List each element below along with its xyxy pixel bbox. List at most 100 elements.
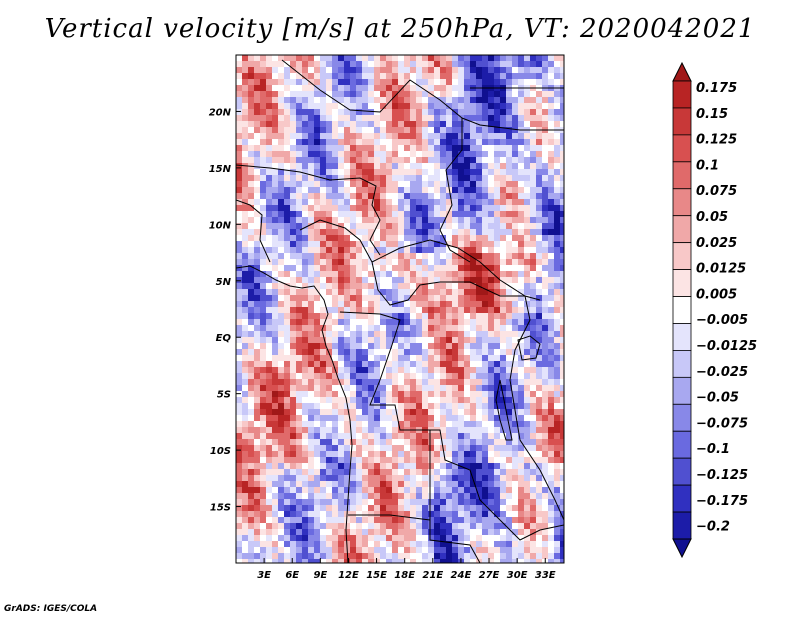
- field-cell: [278, 55, 284, 61]
- field-cell: [278, 505, 284, 511]
- field-cell: [308, 259, 314, 265]
- field-cell: [422, 457, 428, 463]
- field-cell: [470, 307, 476, 313]
- field-cell: [326, 271, 332, 277]
- field-cell: [296, 115, 302, 121]
- field-cell: [404, 169, 410, 175]
- field-cell: [398, 481, 404, 487]
- field-cell: [458, 529, 464, 535]
- field-cell: [506, 307, 512, 313]
- field-cell: [290, 541, 296, 547]
- field-cell: [320, 91, 326, 97]
- field-cell: [422, 247, 428, 253]
- field-cell: [518, 259, 524, 265]
- field-cell: [518, 79, 524, 85]
- field-cell: [338, 499, 344, 505]
- field-cell: [416, 529, 422, 535]
- field-cell: [392, 457, 398, 463]
- field-cell: [278, 439, 284, 445]
- field-cell: [410, 55, 416, 61]
- field-cell: [446, 439, 452, 445]
- field-cell: [272, 151, 278, 157]
- field-cell: [344, 289, 350, 295]
- field-cell: [242, 241, 248, 247]
- field-cell: [458, 79, 464, 85]
- field-cell: [404, 319, 410, 325]
- field-cell: [500, 361, 506, 367]
- field-cell: [308, 445, 314, 451]
- field-cell: [440, 115, 446, 121]
- field-cell: [428, 469, 434, 475]
- field-cell: [374, 241, 380, 247]
- field-cell: [368, 559, 374, 563]
- field-cell: [446, 259, 452, 265]
- field-cell: [236, 259, 242, 265]
- field-cell: [344, 79, 350, 85]
- field-cell: [356, 289, 362, 295]
- field-cell: [470, 325, 476, 331]
- field-cell: [560, 493, 564, 499]
- field-cell: [392, 235, 398, 241]
- field-cell: [542, 307, 548, 313]
- field-cell: [296, 85, 302, 91]
- field-cell: [386, 505, 392, 511]
- field-cell: [338, 325, 344, 331]
- field-cell: [308, 151, 314, 157]
- field-cell: [314, 217, 320, 223]
- field-cell: [260, 415, 266, 421]
- field-cell: [416, 313, 422, 319]
- field-cell: [326, 145, 332, 151]
- field-cell: [434, 67, 440, 73]
- field-cell: [476, 67, 482, 73]
- field-cell: [536, 289, 542, 295]
- field-cell: [308, 559, 314, 563]
- field-cell: [236, 553, 242, 559]
- field-cell: [350, 361, 356, 367]
- field-cell: [524, 175, 530, 181]
- field-cell: [440, 199, 446, 205]
- field-cell: [410, 139, 416, 145]
- field-cell: [344, 553, 350, 559]
- field-cell: [338, 457, 344, 463]
- field-cell: [530, 109, 536, 115]
- field-cell: [416, 241, 422, 247]
- field-cell: [254, 439, 260, 445]
- field-cell: [554, 67, 560, 73]
- field-cell: [422, 403, 428, 409]
- field-cell: [386, 487, 392, 493]
- field-cell: [296, 127, 302, 133]
- field-cell: [428, 391, 434, 397]
- field-cell: [344, 481, 350, 487]
- field-cell: [422, 343, 428, 349]
- field-cell: [236, 355, 242, 361]
- field-cell: [272, 223, 278, 229]
- field-cell: [506, 61, 512, 67]
- field-cell: [410, 175, 416, 181]
- colorbar-swatch: [672, 511, 692, 540]
- field-cell: [470, 283, 476, 289]
- field-cell: [512, 103, 518, 109]
- field-cell: [314, 241, 320, 247]
- field-cell: [500, 289, 506, 295]
- field-cell: [368, 175, 374, 181]
- field-cell: [236, 271, 242, 277]
- field-cell: [494, 121, 500, 127]
- field-cell: [254, 451, 260, 457]
- field-cell: [488, 205, 494, 211]
- field-cell: [434, 511, 440, 517]
- field-cell: [362, 361, 368, 367]
- field-cell: [284, 487, 290, 493]
- field-cell: [338, 145, 344, 151]
- field-cell: [272, 259, 278, 265]
- field-cell: [254, 145, 260, 151]
- field-cell: [332, 511, 338, 517]
- field-cell: [284, 529, 290, 535]
- field-cell: [530, 307, 536, 313]
- field-cell: [530, 433, 536, 439]
- field-cell: [542, 289, 548, 295]
- field-cell: [344, 139, 350, 145]
- field-cell: [326, 211, 332, 217]
- field-cell: [266, 121, 272, 127]
- field-cell: [350, 169, 356, 175]
